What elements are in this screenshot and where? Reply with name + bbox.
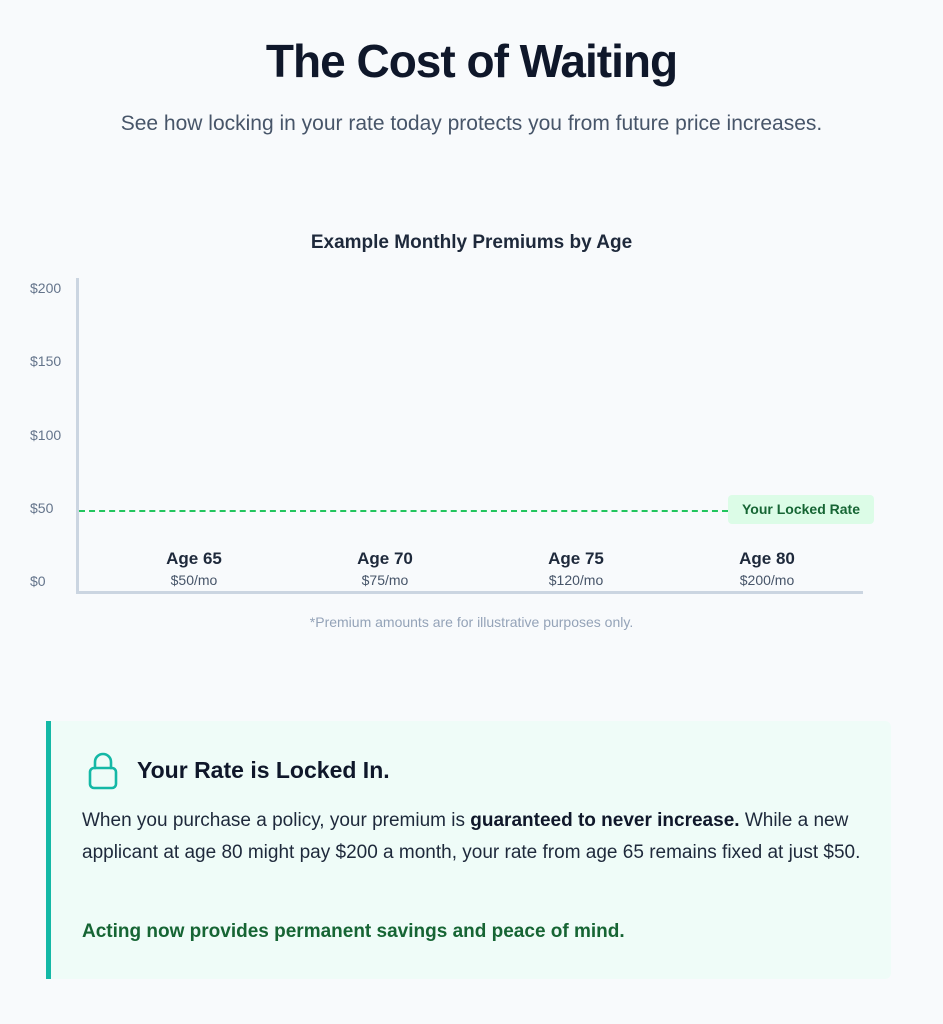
x-axis (76, 591, 863, 594)
callout-body-bold: guaranteed to never increase. (470, 810, 740, 831)
page-title: The Cost of Waiting (265, 35, 678, 87)
page-subtitle: See how locking in your rate today prote… (120, 112, 823, 135)
locked-rate-line (79, 509, 728, 512)
bar-value-label: $200/mo (739, 572, 795, 588)
rate-locked-callout: Your Rate is Locked In. When you purchas… (46, 721, 891, 979)
bar-category-label: Age 75 (548, 549, 604, 568)
y-tick-label: $200 (30, 280, 62, 296)
chart-title: Example Monthly Premiums by Age (310, 232, 633, 253)
callout-body: When you purchase a policy, your premium… (82, 805, 872, 869)
lock-icon (88, 752, 118, 790)
bar-group: Age 75 $120/mo (496, 548, 656, 590)
bar-group: Age 80 $200/mo (687, 548, 847, 590)
bar-value-label: $75/mo (361, 572, 409, 588)
bar-group: Age 70 $75/mo (305, 548, 465, 590)
y-axis (76, 278, 79, 594)
bar-value-label: $120/mo (548, 572, 604, 588)
callout-title: Your Rate is Locked In. (137, 757, 390, 783)
callout-cta: Acting now provides permanent savings an… (82, 921, 625, 942)
bar-category-label: Age 70 (357, 549, 413, 568)
y-tick-label: $100 (30, 426, 62, 443)
y-tick-label: $150 (30, 353, 62, 370)
y-tick-label: $50 (30, 499, 54, 516)
callout-body-start: When you purchase a policy, your premium… (82, 810, 471, 831)
callout-body-end: While a new applicant at age 80 might pa… (82, 810, 861, 863)
bar-group: Age 65 $50/mo (114, 548, 274, 590)
bar-value-label: $50/mo (170, 572, 218, 588)
bar-category-label: Age 65 (166, 549, 222, 568)
locked-rate-badge: Your Locked Rate (728, 494, 874, 524)
bar-category-label: Age 80 (739, 549, 795, 568)
y-tick-label: $0 (30, 573, 46, 589)
chart-disclaimer: *Premium amounts are for illustrative pu… (309, 614, 634, 630)
